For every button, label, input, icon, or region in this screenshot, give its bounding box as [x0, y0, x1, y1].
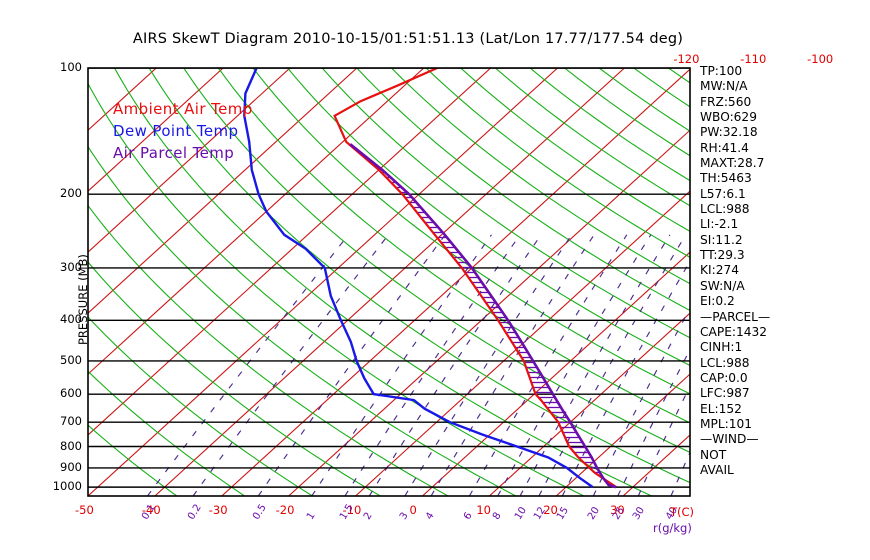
parameter-line-24: —WIND— [700, 432, 759, 447]
parameter-line-16: —PARCEL— [700, 309, 771, 324]
parameter-line-3: WBO:629 [700, 110, 757, 125]
parameter-line-12: TT:29.3 [700, 248, 745, 263]
parameter-line-17: CAPE:1432 [700, 324, 768, 339]
pressure-tick-700: 700 [60, 414, 82, 429]
x-axis-mixing-ratio-label: r(g/kg) [653, 521, 692, 535]
parameter-line-1: MW:N/A [700, 79, 748, 94]
parameter-line-14: SW:N/A [700, 278, 745, 293]
bottom-temp-tick-0: 0 [409, 503, 417, 517]
bottom-temp-tick-30: 30 [610, 503, 625, 517]
parameter-line-7: TH:5463 [700, 171, 752, 186]
parameter-line-21: LFC:987 [700, 386, 750, 401]
parameter-line-11: SI:11.2 [700, 232, 743, 247]
bottom-temp-tick--10: -10 [342, 503, 362, 517]
parameter-line-26: AVAIL [700, 462, 734, 477]
parameter-line-8: L57:6.1 [700, 186, 746, 201]
pressure-tick-100: 100 [60, 60, 82, 74]
pressure-tick-600: 600 [60, 386, 82, 401]
parameter-line-5: RH:41.4 [700, 140, 749, 155]
parameter-line-13: KI:274 [700, 263, 739, 278]
pressure-tick-500: 500 [60, 352, 82, 367]
parameter-line-22: EL:152 [700, 401, 742, 416]
bottom-temp-tick--20: -20 [275, 503, 295, 517]
bottom-temp-tick--30: -30 [208, 503, 228, 517]
parameter-line-10: LI:-2.1 [700, 217, 739, 232]
pressure-tick-300: 300 [60, 259, 82, 274]
parameter-line-23: MPL:101 [700, 416, 753, 431]
pressure-tick-1000: 1000 [52, 479, 82, 494]
bottom-temp-tick-20: 20 [543, 503, 558, 517]
bottom-temp-tick-10: 10 [476, 503, 491, 517]
pressure-tick-400: 400 [60, 312, 82, 327]
x-axis-temperature-label: T(C) [670, 505, 695, 519]
bottom-temp-tick--40: -40 [141, 503, 161, 517]
page-title: AIRS SkewT Diagram 2010-10-15/01:51:51.1… [132, 31, 684, 47]
top-temp-tick--120: -120 [673, 52, 700, 66]
parameter-line-25: NOT [700, 447, 727, 462]
pressure-tick-900: 900 [60, 459, 82, 474]
legend-air-parcel-temp: Air Parcel Temp [113, 144, 235, 162]
top-temp-tick--100: -100 [807, 52, 834, 66]
parameter-line-4: PW:32.18 [700, 125, 758, 140]
parameter-readout-panel: TP:100 MW:N/A FRZ:560 WBO:629 PW:32.18 RH:41.… [700, 64, 820, 478]
parameter-line-2: FRZ:560 [700, 94, 752, 109]
parameter-line-20: CAP:0.0 [700, 370, 748, 385]
bottom-temp-tick--50: -50 [75, 503, 94, 517]
parameter-line-6: MAXT:28.7 [700, 156, 765, 171]
y-axis-label: PRESSURE (MB) [76, 254, 90, 345]
legend-ambient-air-temp: Ambient Air Temp [113, 100, 253, 118]
pressure-tick-800: 800 [60, 438, 82, 453]
legend-dew-point-temp: Dew Point Temp [113, 122, 239, 140]
parameter-line-18: CINH:1 [700, 340, 743, 355]
parameter-line-9: LCL:988 [700, 202, 750, 217]
parameter-line-0: TP:100 [700, 64, 743, 78]
top-temp-tick--110: -110 [740, 52, 767, 66]
parameter-line-19: LCL:988 [700, 355, 750, 370]
pressure-tick-200: 200 [60, 186, 82, 201]
parameter-line-15: EI:0.2 [700, 294, 735, 309]
